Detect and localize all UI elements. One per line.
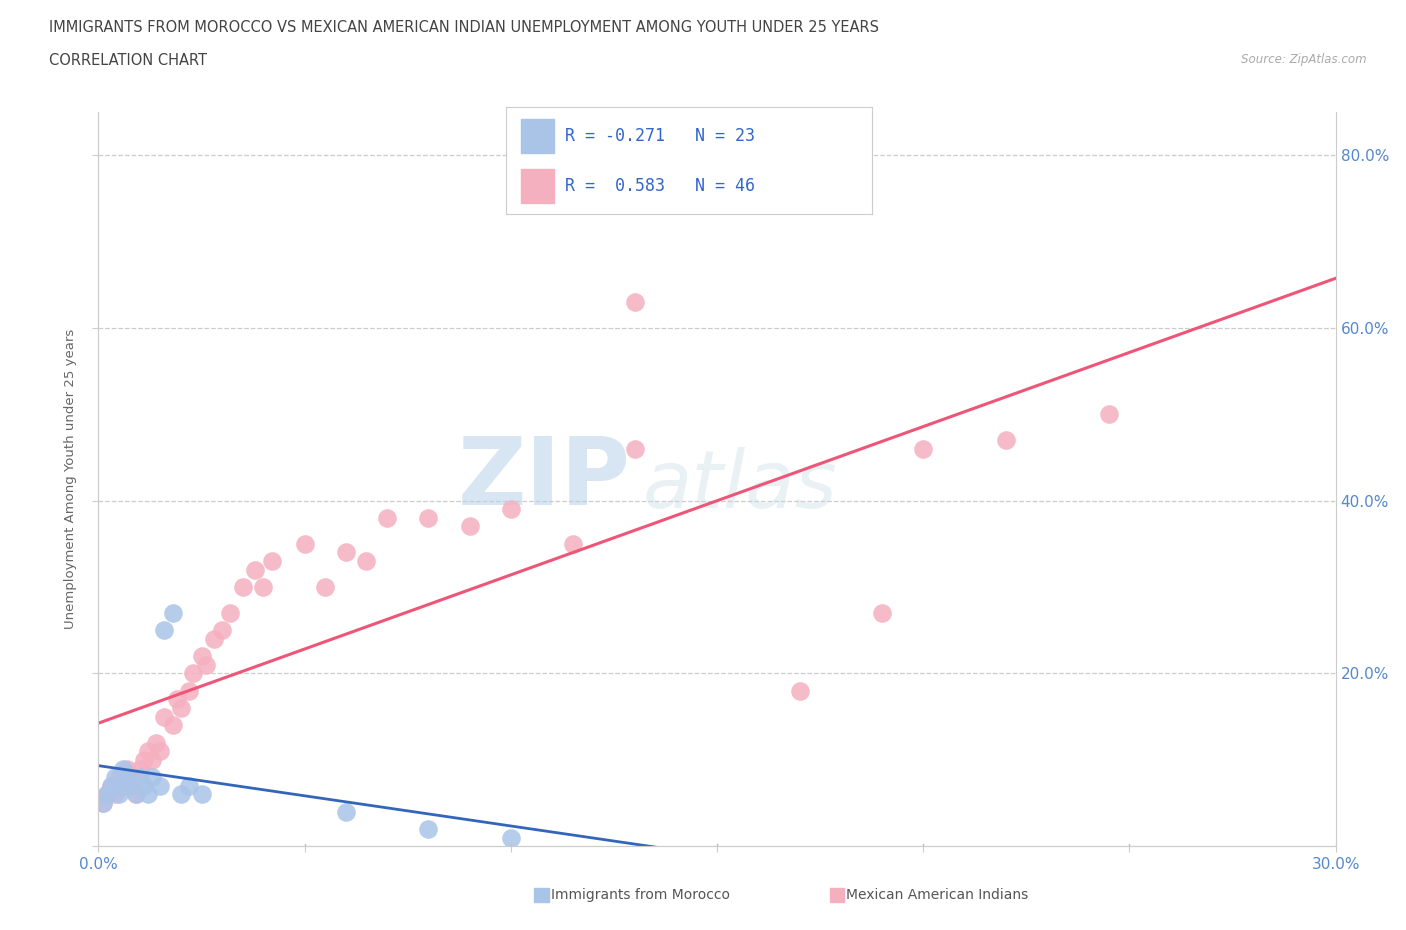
Point	[149, 778, 172, 793]
Point	[375, 511, 398, 525]
Point	[335, 804, 357, 819]
Point	[132, 778, 155, 793]
Point	[112, 778, 135, 793]
Point	[623, 441, 645, 456]
Point	[120, 770, 142, 785]
Point	[117, 770, 139, 785]
Point	[870, 605, 893, 620]
Point	[162, 605, 184, 620]
Text: IMMIGRANTS FROM MOROCCO VS MEXICAN AMERICAN INDIAN UNEMPLOYMENT AMONG YOUTH UNDE: IMMIGRANTS FROM MOROCCO VS MEXICAN AMERI…	[49, 20, 879, 35]
Point	[499, 830, 522, 845]
Point	[153, 623, 176, 638]
Point	[194, 658, 217, 672]
Point	[162, 718, 184, 733]
Point	[458, 519, 481, 534]
Point	[418, 511, 440, 525]
Text: ZIP: ZIP	[457, 433, 630, 525]
Point	[561, 537, 583, 551]
Point	[252, 579, 274, 594]
Point	[994, 432, 1017, 447]
Point	[219, 605, 242, 620]
Point	[211, 623, 233, 638]
Point	[132, 752, 155, 767]
Point	[112, 761, 135, 776]
Text: atlas: atlas	[643, 447, 838, 525]
Point	[91, 796, 114, 811]
Point	[104, 770, 127, 785]
Point	[912, 441, 935, 456]
Point	[128, 770, 150, 785]
Bar	[520, 169, 554, 204]
Point	[356, 553, 378, 568]
Point	[418, 821, 440, 836]
Point	[1098, 406, 1121, 421]
Point	[108, 770, 131, 785]
Point	[190, 787, 212, 802]
Point	[181, 666, 204, 681]
Point	[124, 787, 146, 802]
Point	[243, 563, 266, 578]
Text: R = -0.271   N = 23: R = -0.271 N = 23	[565, 126, 755, 145]
Text: Source: ZipAtlas.com: Source: ZipAtlas.com	[1241, 53, 1367, 66]
Point	[190, 649, 212, 664]
Point	[124, 787, 146, 802]
Point	[232, 579, 254, 594]
Point	[166, 692, 188, 707]
Point	[112, 778, 135, 793]
Point	[499, 502, 522, 517]
Point	[120, 778, 142, 793]
Text: Mexican American Indians: Mexican American Indians	[846, 887, 1029, 902]
Text: CORRELATION CHART: CORRELATION CHART	[49, 53, 207, 68]
Point	[179, 778, 201, 793]
Point	[170, 700, 193, 715]
Point	[335, 545, 357, 560]
Point	[117, 761, 139, 776]
Point	[104, 787, 127, 802]
Point	[136, 787, 159, 802]
Point	[108, 787, 131, 802]
Point	[91, 796, 114, 811]
Point	[128, 761, 150, 776]
Text: Immigrants from Morocco: Immigrants from Morocco	[551, 887, 730, 902]
Point	[100, 778, 122, 793]
Point	[623, 294, 645, 309]
Point	[96, 787, 118, 802]
Point	[141, 752, 163, 767]
Text: R =  0.583   N = 46: R = 0.583 N = 46	[565, 177, 755, 195]
Point	[260, 553, 283, 568]
Point	[314, 579, 336, 594]
Point	[179, 684, 201, 698]
Point	[96, 787, 118, 802]
Point	[294, 537, 316, 551]
Point	[145, 735, 167, 750]
Bar	[520, 119, 554, 153]
Point	[170, 787, 193, 802]
Point	[789, 684, 811, 698]
Point	[141, 770, 163, 785]
Point	[100, 778, 122, 793]
Point	[149, 744, 172, 759]
Point	[136, 744, 159, 759]
Point	[202, 631, 225, 646]
Y-axis label: Unemployment Among Youth under 25 years: Unemployment Among Youth under 25 years	[63, 329, 77, 629]
Point	[153, 710, 176, 724]
